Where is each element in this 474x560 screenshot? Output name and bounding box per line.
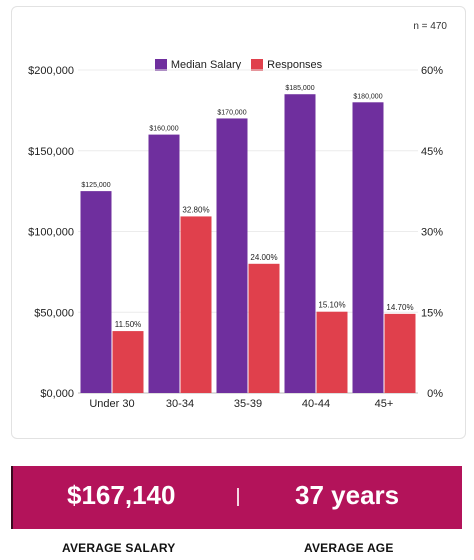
data-label-responses: 11.50% — [115, 320, 142, 329]
data-label-median-salary: $185,000 — [285, 85, 314, 92]
bar-median-salary — [148, 134, 180, 393]
data-label-median-salary: $160,000 — [149, 126, 178, 133]
data-label-responses: 24.00% — [250, 253, 277, 262]
bar-median-salary — [352, 102, 384, 394]
legend-swatch-responses — [251, 59, 264, 71]
y-right-tick-label: 0% — [427, 388, 443, 400]
average-salary-value: $167,140 — [67, 480, 176, 510]
chart-legend: Median Salary Responses — [12, 59, 465, 71]
legend-label-salary: Median Salary — [170, 59, 242, 71]
y-left-tick-label: $200,000 — [28, 65, 74, 77]
y-right-tick-label: 15% — [421, 307, 443, 319]
y-left-tick-label: $0,000 — [40, 388, 74, 400]
bar-responses — [384, 313, 416, 393]
average-age-value: 37 years — [295, 480, 400, 510]
bar-chart: $0,000 0% $50,000 15% $100,000 30% $150,000 45%… — [28, 65, 443, 410]
x-tick-label: 35-39 — [234, 398, 262, 410]
y-left-tick-label: $150,000 — [28, 146, 74, 158]
bar-responses — [248, 263, 280, 393]
sample-size-label: n = 470 — [413, 21, 447, 32]
summary-banner: $167,140 37 years — [11, 466, 462, 529]
banner-divider — [237, 488, 239, 506]
legend-label-responses: Responses — [267, 59, 323, 71]
legend-swatch-salary — [154, 59, 167, 71]
bar-median-salary — [80, 191, 112, 393]
data-label-median-salary: $180,000 — [353, 93, 382, 100]
y-right-tick-label: 45% — [421, 146, 443, 158]
x-tick-label: 30-34 — [166, 398, 194, 410]
data-label-median-salary: $125,000 — [81, 182, 110, 189]
bar-median-salary — [216, 118, 248, 393]
data-label-responses: 32.80% — [182, 205, 209, 214]
bar-responses — [316, 311, 348, 393]
y-right-tick-label: 30% — [421, 227, 443, 239]
average-salary-label: AVERAGE SALARY — [62, 541, 176, 555]
legend-item-responses: Responses — [251, 59, 322, 71]
bar-responses — [112, 331, 144, 393]
data-label-median-salary: $170,000 — [217, 109, 246, 116]
y-left-tick-label: $100,000 — [28, 227, 74, 239]
y-right-tick-label: 60% — [421, 65, 443, 77]
y-left-tick-label: $50,000 — [34, 307, 74, 319]
x-tick-label: Under 30 — [89, 398, 134, 410]
x-tick-label: 45+ — [375, 398, 394, 410]
bar-responses — [180, 216, 212, 393]
legend-item-salary: Median Salary — [154, 59, 242, 71]
x-tick-label: 40-44 — [302, 398, 330, 410]
bar-median-salary — [284, 94, 316, 393]
average-age-label: AVERAGE AGE — [304, 541, 394, 555]
data-label-responses: 14.70% — [386, 303, 413, 312]
data-label-responses: 15.10% — [318, 301, 345, 310]
